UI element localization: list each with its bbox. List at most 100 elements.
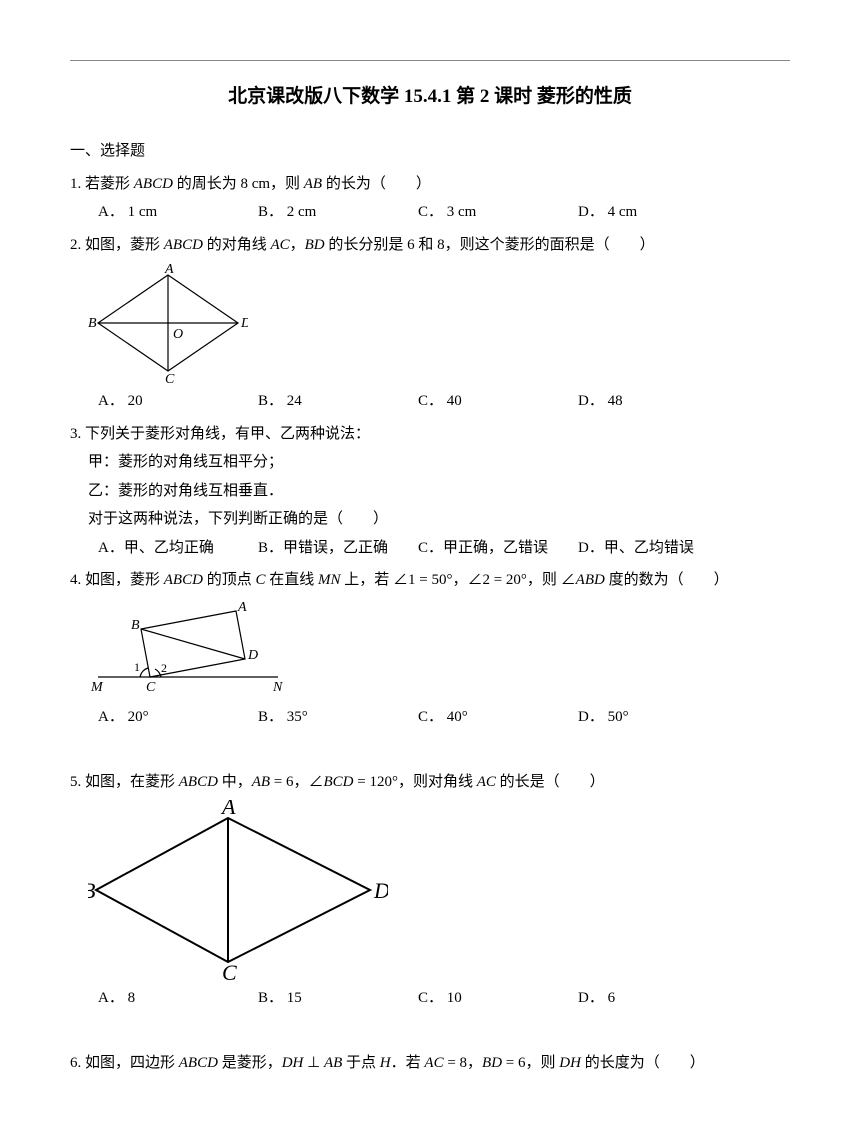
q2-label-c: C xyxy=(165,372,175,383)
question-3: 3. 下列关于菱形对角线，有甲、乙两种说法： 甲：菱形的对角线互相平分； 乙：菱… xyxy=(70,420,790,563)
question-4: 4. 如图，菱形 ABCD 的顶点 C 在直线 MN 上，若 ∠1 = 50°，… xyxy=(70,566,790,731)
q3-line1: 下列关于菱形对角线，有甲、乙两种说法： xyxy=(85,426,370,442)
q2-text-b: 的对角线 xyxy=(203,237,271,253)
q2-label-b: B xyxy=(88,316,97,331)
q3-opt-a: A．甲、乙均正确 xyxy=(98,534,258,563)
q4-opt-b: B． 35° xyxy=(258,703,418,732)
q6-text-a: 如图，四边形 xyxy=(85,1055,179,1071)
q1-options: A． 1 cm B． 2 cm C． 3 cm D． 4 cm xyxy=(98,198,790,227)
q3-options: A．甲、乙均正确 B．甲错误，乙正确 C．甲正确，乙错误 D．甲、乙均错误 xyxy=(98,534,790,563)
q4-c: C xyxy=(255,572,265,588)
q2-opt-c: C． 40 xyxy=(418,387,578,416)
q4-text-e: 度的数为（ ） xyxy=(605,572,729,588)
q2-comma: ， xyxy=(290,237,305,253)
q4-text-a: 如图，菱形 xyxy=(85,572,164,588)
q2-text-c: 的长分别是 6 和 8，则这个菱形的面积是（ ） xyxy=(325,237,655,253)
q6-dh2: DH xyxy=(559,1055,581,1071)
q6-bd: BD xyxy=(482,1055,502,1071)
q6-text-f: = 6，则 xyxy=(502,1055,559,1071)
q4-label-n: N xyxy=(272,680,283,695)
q2-opt-d: D． 48 xyxy=(578,387,738,416)
q3-opt-b: B．甲错误，乙正确 xyxy=(258,534,418,563)
q4-opt-d: D． 50° xyxy=(578,703,738,732)
q1-opt-d: D． 4 cm xyxy=(578,198,738,227)
q1-opt-b: B． 2 cm xyxy=(258,198,418,227)
q2-opt-a: A． 20 xyxy=(98,387,258,416)
q3-line4: 对于这两种说法，下列判断正确的是（ ） xyxy=(88,505,790,534)
q3-opt-c: C．甲正确，乙错误 xyxy=(418,534,578,563)
page-title: 北京课改版八下数学 15.4.1 第 2 课时 菱形的性质 xyxy=(70,79,790,115)
q6-text-e: = 8， xyxy=(444,1055,482,1071)
q5-label-a: A xyxy=(220,800,236,819)
q4-text-c: 在直线 xyxy=(265,572,318,588)
q2-label-d: D xyxy=(240,316,248,331)
q1-text-b: 的周长为 8 cm，则 xyxy=(173,176,304,192)
q5-label-c: C xyxy=(222,960,237,980)
q6-text-c: 于点 xyxy=(342,1055,380,1071)
q5-opt-b: B． 15 xyxy=(258,984,418,1013)
q4-abd: ABD xyxy=(576,572,605,588)
q2-num: 2. xyxy=(70,237,81,253)
q6-num: 6. xyxy=(70,1055,81,1071)
q4-figure: A B C D M N 1 2 xyxy=(88,599,288,699)
q2-opt-b: B． 24 xyxy=(258,387,418,416)
q1-ab: AB xyxy=(304,176,322,192)
q5-label-b: B xyxy=(88,878,95,903)
q3-line2: 甲：菱形的对角线互相平分； xyxy=(88,448,790,477)
q5-figure: A B C D xyxy=(88,800,388,980)
q4-label-c: C xyxy=(146,680,156,695)
q4-text-b: 的顶点 xyxy=(203,572,256,588)
question-2: 2. 如图，菱形 ABCD 的对角线 AC，BD 的长分别是 6 和 8，则这个… xyxy=(70,231,790,416)
q4-ang1: 1 xyxy=(134,660,140,674)
q5-options: A． 8 B． 15 C． 10 D． 6 xyxy=(98,984,790,1013)
q2-options: A． 20 B． 24 C． 40 D． 48 xyxy=(98,387,790,416)
q4-num: 4. xyxy=(70,572,81,588)
q5-opt-d: D． 6 xyxy=(578,984,738,1013)
q1-opt-a: A． 1 cm xyxy=(98,198,258,227)
question-5: 5. 如图，在菱形 ABCD 中，AB = 6，∠BCD = 120°，则对角线… xyxy=(70,768,790,1013)
q6-dh: DH xyxy=(282,1055,304,1071)
q3-num: 3. xyxy=(70,426,81,442)
q5-text-d: = 120°，则对角线 xyxy=(354,774,477,790)
q6-ac: AC xyxy=(424,1055,443,1071)
q6-h: H xyxy=(380,1055,391,1071)
q5-ac: AC xyxy=(477,774,496,790)
q4-options: A． 20° B． 35° C． 40° D． 50° xyxy=(98,703,790,732)
q5-text-e: 的长是（ ） xyxy=(496,774,605,790)
q5-text-b: 中， xyxy=(218,774,252,790)
question-6: 6. 如图，四边形 ABCD 是菱形，DH ⊥ AB 于点 H．若 AC = 8… xyxy=(70,1049,790,1078)
q5-text-a: 如图，在菱形 xyxy=(85,774,179,790)
q1-text-a: 若菱形 xyxy=(85,176,134,192)
q4-abcd: ABCD xyxy=(164,572,203,588)
q4-label-a: A xyxy=(237,600,247,615)
question-1: 1. 若菱形 ABCD 的周长为 8 cm，则 AB 的长为（ ） A． 1 c… xyxy=(70,170,790,227)
q4-opt-a: A． 20° xyxy=(98,703,258,732)
q4-ang2: 2 xyxy=(161,661,167,675)
q5-abcd: ABCD xyxy=(179,774,218,790)
q1-opt-c: C． 3 cm xyxy=(418,198,578,227)
q3-line3: 乙：菱形的对角线互相垂直． xyxy=(88,477,790,506)
q5-opt-a: A． 8 xyxy=(98,984,258,1013)
q2-label-a: A xyxy=(164,263,174,277)
q4-label-d: D xyxy=(247,648,258,663)
q3-opt-d: D．甲、乙均错误 xyxy=(578,534,738,563)
q4-text-d: 上，若 ∠1 = 50°，∠2 = 20°，则 ∠ xyxy=(340,572,575,588)
q2-text-a: 如图，菱形 xyxy=(85,237,164,253)
q5-ab: AB xyxy=(252,774,270,790)
q5-opt-c: C． 10 xyxy=(418,984,578,1013)
section-header: 一、选择题 xyxy=(70,137,790,166)
q6-text-b: 是菱形， xyxy=(218,1055,282,1071)
q1-text-c: 的长为（ ） xyxy=(322,176,431,192)
q2-abcd: ABCD xyxy=(164,237,203,253)
q5-label-d: D xyxy=(373,878,388,903)
q5-num: 5. xyxy=(70,774,81,790)
q1-num: 1. xyxy=(70,176,81,192)
q2-label-o: O xyxy=(173,327,183,342)
q4-mn: MN xyxy=(318,572,341,588)
q2-bd: BD xyxy=(305,237,325,253)
q4-label-m: M xyxy=(90,680,104,695)
q4-label-b: B xyxy=(131,618,140,633)
top-rule xyxy=(70,60,790,61)
q6-abcd: ABCD xyxy=(179,1055,218,1071)
q6-ab: AB xyxy=(324,1055,342,1071)
